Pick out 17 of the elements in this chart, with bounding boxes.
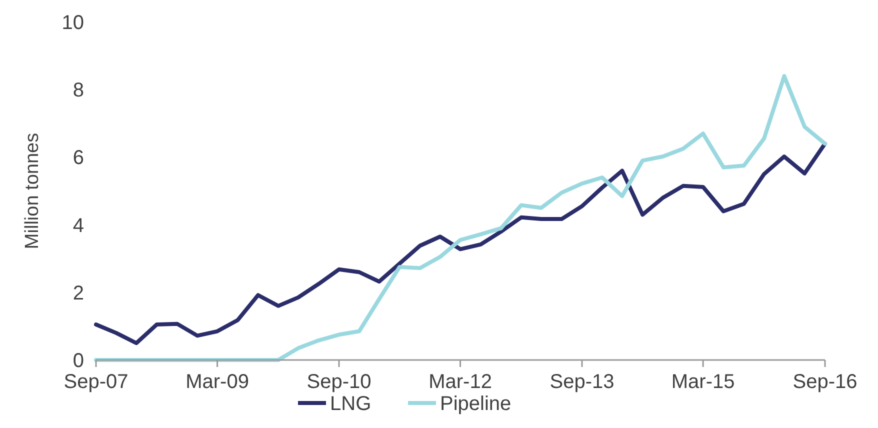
- y-tick-label: 10: [62, 12, 84, 34]
- y-tick-label: 2: [72, 282, 84, 304]
- y-tick-label: 4: [72, 214, 84, 237]
- x-tick-label: Sep-10: [306, 371, 372, 393]
- x-tick-label: Mar-09: [186, 371, 249, 393]
- x-tick-label: Sep-07: [64, 371, 128, 393]
- legend-label: LNG: [330, 393, 372, 415]
- x-tick-label: Sep-13: [550, 371, 614, 393]
- y-tick-label: 0: [72, 350, 84, 372]
- x-tick-label: Sep-16: [792, 371, 858, 393]
- x-tick-label: Mar-15: [671, 371, 735, 393]
- y-tick-label: 6: [72, 147, 84, 170]
- y-tick-label: 8: [72, 80, 84, 102]
- y-axis-title: Million tonnes: [22, 132, 43, 250]
- x-tick-label: Mar-12: [428, 371, 492, 393]
- legend-label: Pipeline: [440, 393, 512, 415]
- line-series: [94, 142, 827, 346]
